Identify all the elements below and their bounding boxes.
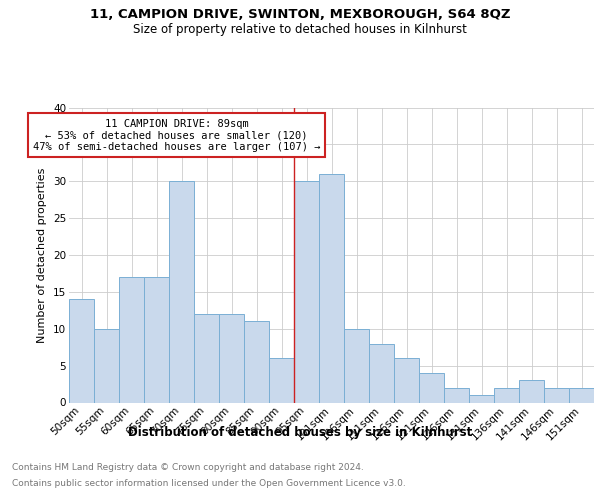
Text: Distribution of detached houses by size in Kilnhurst: Distribution of detached houses by size … xyxy=(128,426,472,439)
Bar xyxy=(519,380,544,402)
Text: Size of property relative to detached houses in Kilnhurst: Size of property relative to detached ho… xyxy=(133,22,467,36)
Text: Contains HM Land Registry data © Crown copyright and database right 2024.: Contains HM Land Registry data © Crown c… xyxy=(12,462,364,471)
Bar xyxy=(244,322,269,402)
Bar xyxy=(294,181,319,402)
Bar xyxy=(119,277,144,402)
Bar xyxy=(219,314,244,402)
Bar xyxy=(94,329,119,402)
Bar xyxy=(569,388,594,402)
Bar xyxy=(319,174,344,402)
Bar xyxy=(344,329,369,402)
Bar xyxy=(369,344,394,402)
Bar xyxy=(169,181,194,402)
Bar xyxy=(419,373,444,402)
Text: 11, CAMPION DRIVE, SWINTON, MEXBOROUGH, S64 8QZ: 11, CAMPION DRIVE, SWINTON, MEXBOROUGH, … xyxy=(90,8,510,20)
Bar xyxy=(469,395,494,402)
Bar xyxy=(69,299,94,403)
Text: 11 CAMPION DRIVE: 89sqm
← 53% of detached houses are smaller (120)
47% of semi-d: 11 CAMPION DRIVE: 89sqm ← 53% of detache… xyxy=(33,118,320,152)
Bar xyxy=(194,314,219,402)
Text: Contains public sector information licensed under the Open Government Licence v3: Contains public sector information licen… xyxy=(12,479,406,488)
Y-axis label: Number of detached properties: Number of detached properties xyxy=(37,168,47,342)
Bar xyxy=(544,388,569,402)
Bar xyxy=(394,358,419,403)
Bar xyxy=(444,388,469,402)
Bar xyxy=(269,358,294,403)
Bar xyxy=(144,277,169,402)
Bar xyxy=(494,388,519,402)
